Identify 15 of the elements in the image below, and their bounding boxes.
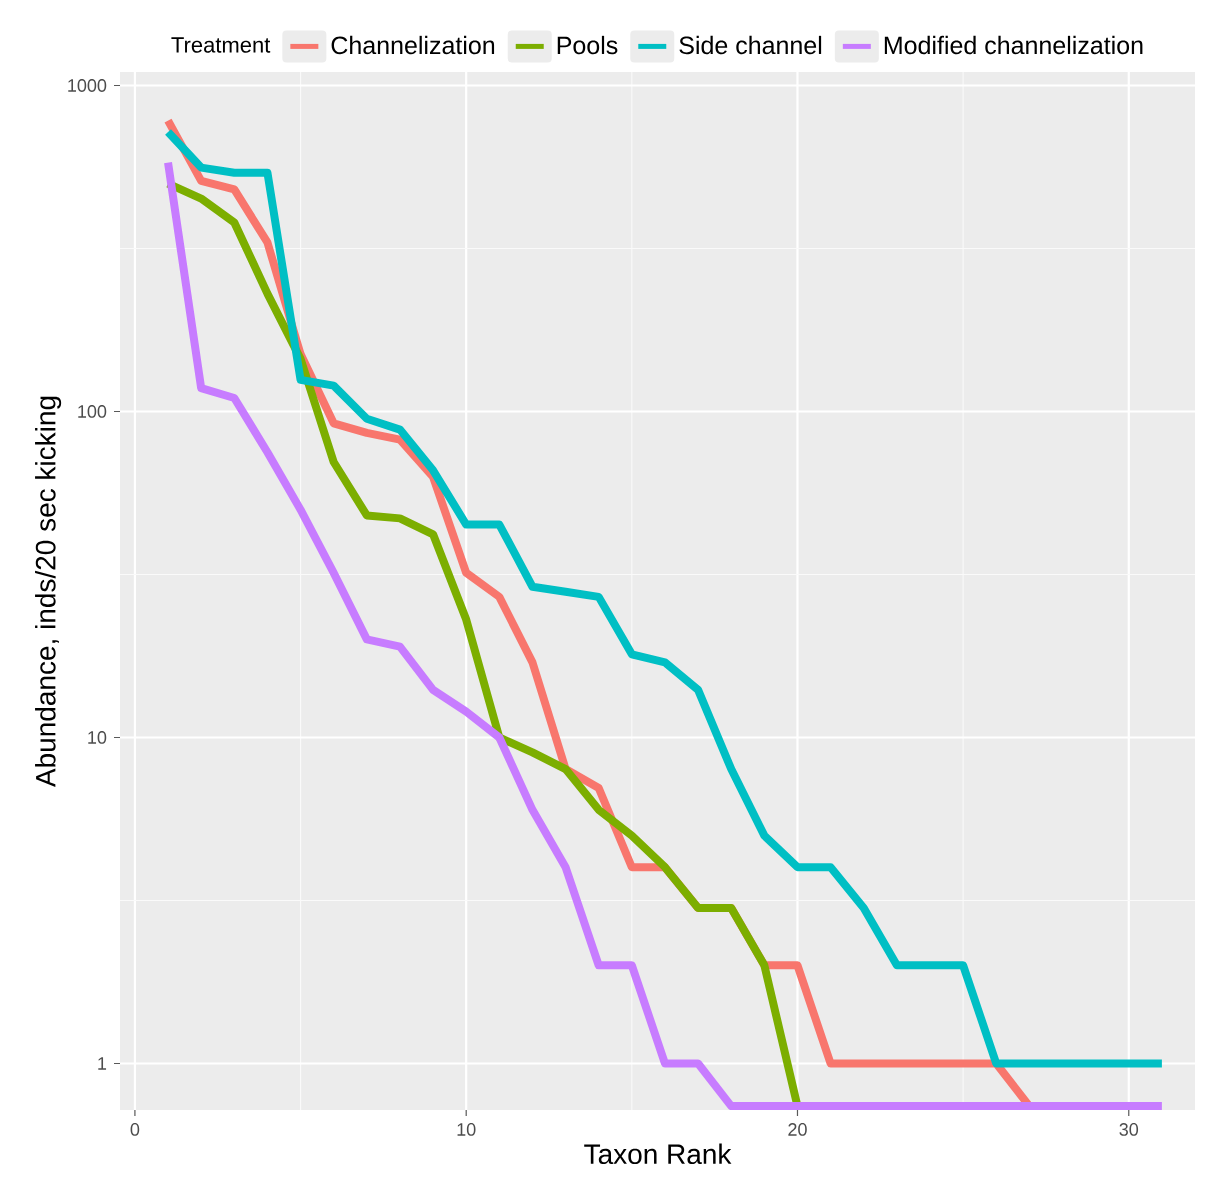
x-tick-label: 20 [788,1123,807,1136]
x-axis-title: Taxon Rank [584,1143,732,1165]
y-tick-label: 1000 [68,79,107,92]
legend-label: Channelization [331,35,495,55]
y-tick-label: 10 [88,731,107,744]
x-tick-label: 0 [130,1123,140,1136]
legend-label: Side channel [679,35,822,55]
legend-label: Modified channelization [884,35,1143,55]
y-axis-title: Abundance, inds/20 sec kicking [35,396,62,788]
y-tick-label: 1 [98,1057,107,1070]
legend-title: Treatment [171,37,271,53]
legend-label: Pools [557,35,618,55]
x-tick-label: 30 [1119,1123,1139,1136]
x-tick-label: 10 [457,1123,476,1136]
y-tick-label: 100 [78,405,107,418]
